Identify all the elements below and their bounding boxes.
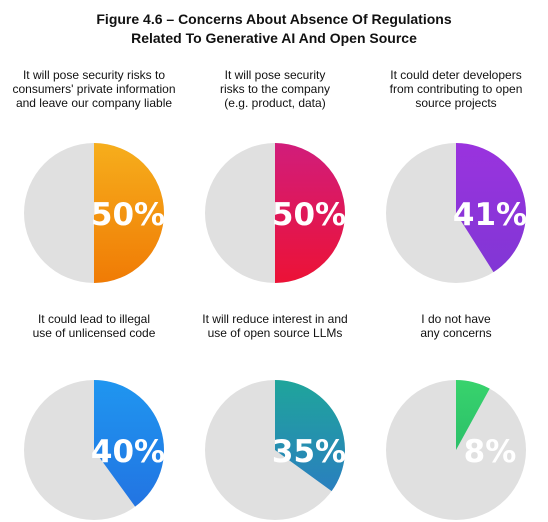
pie-chart-6: I do not have any concerns 8% — [366, 312, 546, 522]
pie-percent-label: 50% — [91, 197, 165, 233]
pie-svg: 50% — [205, 143, 346, 283]
pie-chart-title: It will pose security risks to consumers… — [12, 68, 176, 110]
pie-value-slice — [275, 380, 345, 492]
pie-chart-title: It will pose security risks to the compa… — [219, 68, 331, 110]
pie-percent-label: 41% — [453, 197, 527, 233]
pie-value-slice — [94, 143, 164, 283]
pie-svg: 35% — [205, 380, 346, 520]
pie-chart-3: It could deter developers from contribut… — [366, 68, 546, 283]
pie-percent-label: 35% — [272, 434, 346, 470]
pie-chart-1: It will pose security risks to consumers… — [4, 68, 184, 283]
pie-charts-grid: It will pose security risks to consumers… — [4, 68, 546, 520]
pie-svg: 41% — [386, 143, 527, 283]
pie-value-slice — [275, 143, 345, 283]
pie-chart-2: It will pose security risks to the compa… — [185, 68, 365, 283]
pie-chart-title: It could deter developers from contribut… — [389, 68, 523, 110]
pie-chart-title: It will reduce interest in and use of op… — [202, 312, 348, 340]
pie-svg: 40% — [24, 380, 165, 520]
pie-svg: 8% — [386, 380, 526, 520]
pie-chart-5: It will reduce interest in and use of op… — [185, 312, 365, 522]
pie-chart-4: It could lead to illegal use of unlicens… — [4, 312, 184, 522]
pie-percent-label: 40% — [91, 434, 165, 470]
pie-percent-label: 8% — [464, 434, 517, 470]
pie-chart-title: I do not have any concerns — [420, 312, 492, 340]
title-line-1: Figure 4.6 – Concerns About Absence Of R… — [96, 11, 452, 27]
pie-svg: 50% — [24, 143, 165, 283]
pie-value-slice — [456, 380, 490, 450]
pie-value-slice — [456, 143, 526, 273]
chart-figure-title: Figure 4.6 – Concerns About Absence Of R… — [0, 10, 548, 48]
pie-percent-label: 50% — [272, 197, 346, 233]
pie-chart-title: It could lead to illegal use of unlicens… — [32, 312, 156, 340]
title-line-2: Related To Generative AI And Open Source — [131, 30, 417, 46]
pie-value-slice — [94, 380, 164, 507]
